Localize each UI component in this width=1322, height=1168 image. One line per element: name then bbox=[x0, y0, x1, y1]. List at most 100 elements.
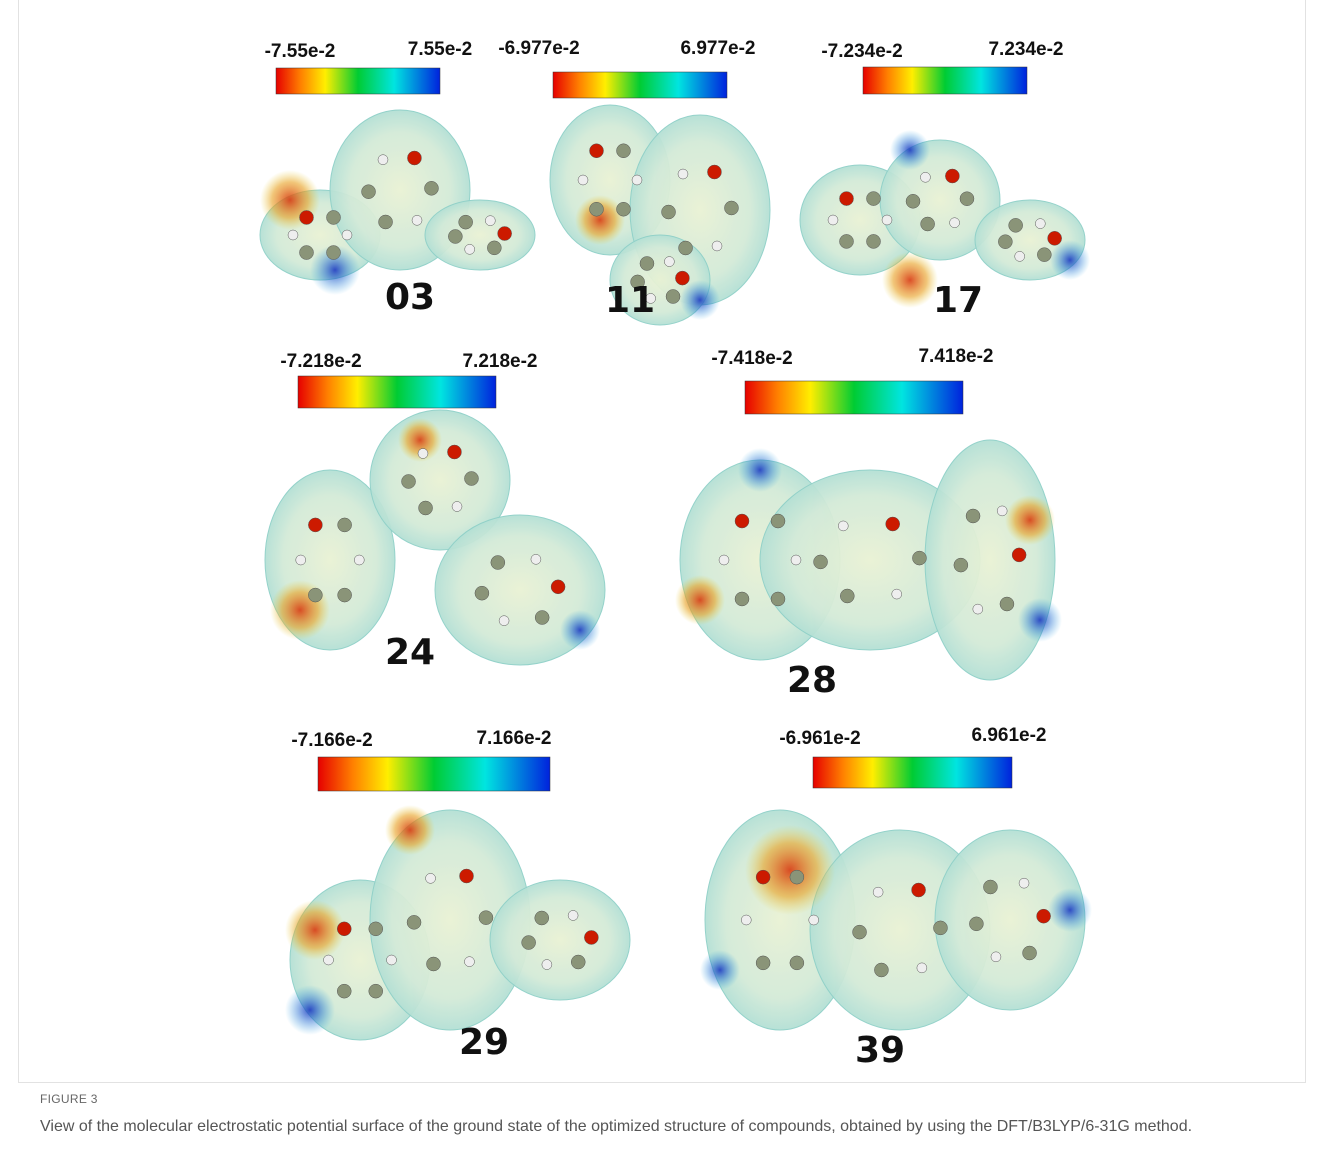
atom bbox=[867, 234, 881, 248]
atom bbox=[354, 555, 364, 565]
atom bbox=[459, 215, 473, 229]
colorbar bbox=[553, 72, 727, 98]
surface-region bbox=[1018, 598, 1062, 642]
surface-region bbox=[680, 280, 720, 320]
colorbar bbox=[318, 757, 550, 791]
atom bbox=[840, 589, 854, 603]
atom bbox=[426, 873, 436, 883]
atom bbox=[912, 883, 926, 897]
atom bbox=[452, 502, 462, 512]
colorbar-max: 7.166e-2 bbox=[476, 728, 551, 749]
surface bbox=[925, 440, 1055, 680]
atom bbox=[838, 521, 848, 531]
panel: -6.977e-2 6.977e-2 11 bbox=[498, 38, 770, 325]
compound-number: 28 bbox=[787, 660, 837, 701]
atom bbox=[308, 588, 322, 602]
atom bbox=[950, 218, 960, 228]
surface bbox=[490, 880, 630, 1000]
atom bbox=[551, 580, 565, 594]
atom bbox=[617, 144, 631, 158]
compound-number: 03 bbox=[385, 277, 435, 318]
atom bbox=[921, 217, 935, 231]
surface-region bbox=[675, 575, 725, 625]
atom bbox=[378, 155, 388, 165]
panel: -7.234e-27.234e-217 bbox=[800, 39, 1090, 321]
surface-region bbox=[890, 130, 930, 170]
atom bbox=[840, 192, 854, 206]
panel: -7.418e-27.418e-228 bbox=[675, 346, 1062, 701]
compound-number: 29 bbox=[459, 1022, 509, 1063]
atom bbox=[491, 555, 505, 569]
atom bbox=[300, 246, 314, 260]
compound-number: 24 bbox=[385, 632, 435, 673]
compound-number: 11 bbox=[605, 280, 655, 321]
atom bbox=[418, 448, 428, 458]
atom bbox=[460, 869, 474, 883]
colorbar bbox=[863, 67, 1027, 94]
atom bbox=[296, 555, 306, 565]
atom bbox=[933, 921, 947, 935]
colorbar-max: 6.961e-2 bbox=[971, 725, 1046, 746]
atom bbox=[499, 616, 509, 626]
atom bbox=[724, 201, 738, 215]
atom bbox=[535, 611, 549, 625]
atom bbox=[756, 870, 770, 884]
atom bbox=[1048, 231, 1062, 245]
colorbar-max: 7.55e-2 bbox=[408, 39, 472, 60]
atom bbox=[327, 246, 341, 260]
atom bbox=[419, 501, 433, 515]
colorbar-min: -7.234e-2 bbox=[821, 41, 902, 62]
colorbar bbox=[813, 757, 1012, 788]
atom bbox=[912, 551, 926, 565]
atom bbox=[707, 165, 721, 179]
atom bbox=[407, 151, 421, 165]
colorbar-min: -7.418e-2 bbox=[711, 348, 792, 369]
atom bbox=[447, 445, 461, 459]
atom bbox=[464, 957, 474, 967]
colorbar-max: 6.977e-2 bbox=[680, 38, 755, 59]
atom bbox=[998, 235, 1012, 249]
atom bbox=[590, 144, 604, 158]
atom bbox=[886, 517, 900, 531]
atom bbox=[542, 960, 552, 970]
atom bbox=[426, 957, 440, 971]
surface-region bbox=[1005, 495, 1055, 545]
atom bbox=[1035, 219, 1045, 229]
atom bbox=[584, 930, 598, 944]
atom bbox=[632, 175, 642, 185]
atom bbox=[498, 227, 512, 241]
surface-region bbox=[882, 252, 938, 308]
atom bbox=[300, 210, 314, 224]
atom bbox=[945, 169, 959, 183]
colorbar-min: -6.977e-2 bbox=[498, 38, 579, 59]
colorbar-min: -7.218e-2 bbox=[280, 351, 361, 372]
atom bbox=[475, 586, 489, 600]
atom bbox=[756, 956, 770, 970]
surface-region bbox=[285, 900, 345, 960]
surface-region bbox=[1050, 240, 1090, 280]
atom bbox=[337, 984, 351, 998]
atom bbox=[617, 202, 631, 216]
compound-number: 39 bbox=[855, 1030, 905, 1071]
atom bbox=[424, 181, 438, 195]
atom bbox=[342, 230, 352, 240]
atom bbox=[991, 952, 1001, 962]
atom bbox=[1019, 878, 1029, 888]
atom bbox=[1015, 251, 1025, 261]
panel: -7.166e-27.166e-229 bbox=[285, 728, 630, 1063]
compound-number: 17 bbox=[933, 280, 983, 321]
atom bbox=[973, 604, 983, 614]
atom bbox=[828, 215, 838, 225]
colorbar bbox=[745, 381, 963, 414]
atom bbox=[1037, 248, 1051, 262]
colorbar bbox=[276, 68, 440, 94]
surface-region bbox=[745, 825, 835, 915]
atom bbox=[960, 192, 974, 206]
atom bbox=[288, 230, 298, 240]
atom bbox=[522, 936, 536, 950]
colorbar-max: 7.218e-2 bbox=[462, 351, 537, 372]
atom bbox=[568, 910, 578, 920]
surface bbox=[425, 200, 535, 270]
atom bbox=[666, 290, 680, 304]
atom bbox=[954, 558, 968, 572]
